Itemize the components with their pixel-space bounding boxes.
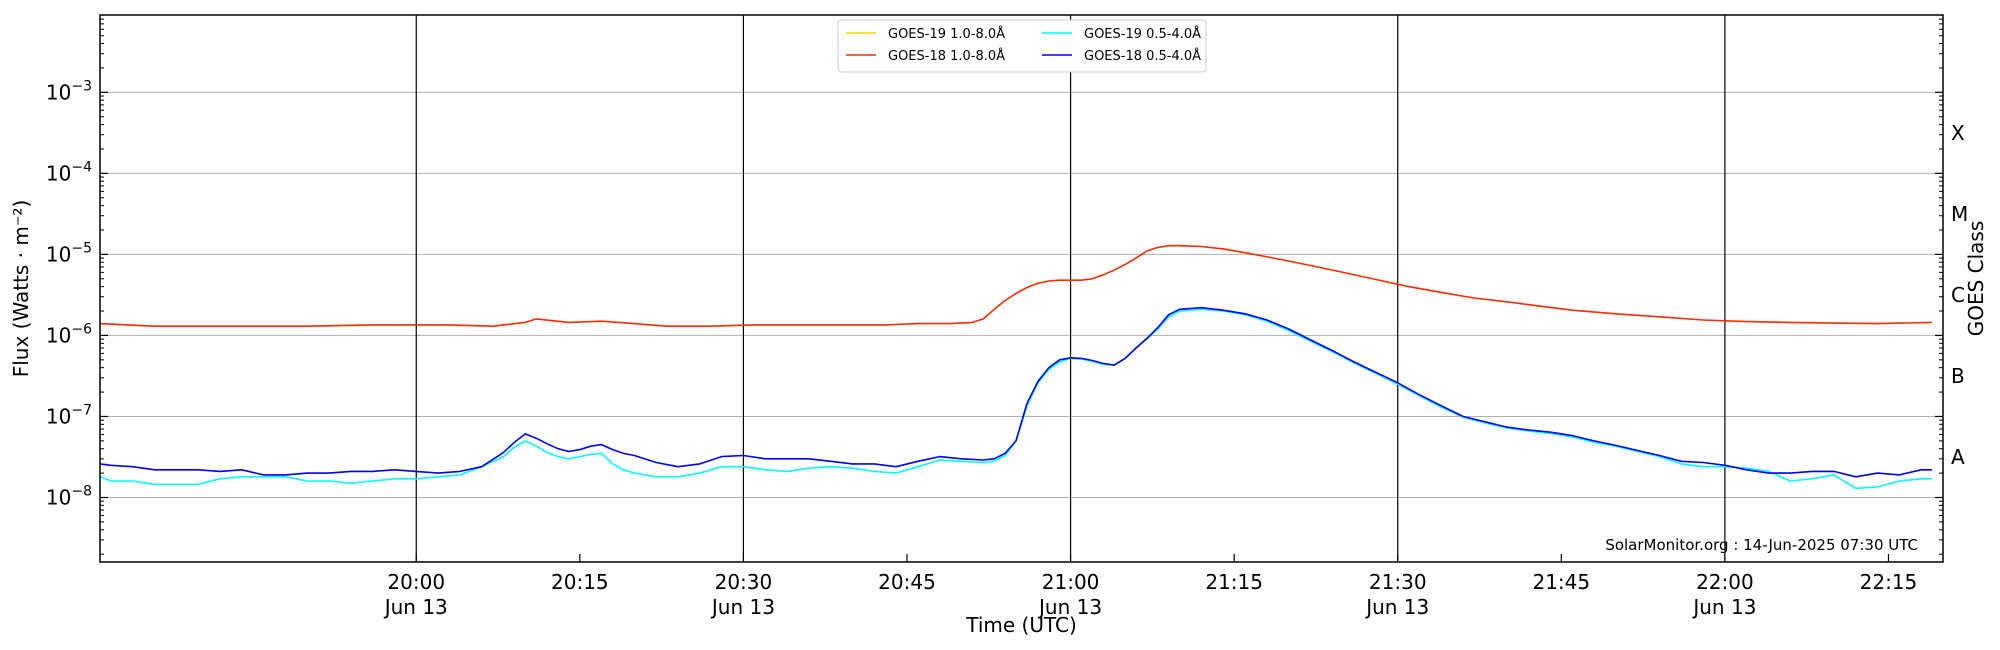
x-tick-date-label: Jun 13 [710,595,775,619]
series-lines [99,244,1933,490]
series-line-3 [99,306,1933,478]
y-tick-label: 10−3 [46,78,92,104]
x-tick-time-label: 21:45 [1532,570,1590,594]
goes-class-label: X [1951,121,1965,145]
x-tick-time-label: 20:00 [387,570,445,594]
goes-class-label: A [1951,445,1965,469]
x-tick-time-label: 22:15 [1860,570,1918,594]
goes-class-label: M [1951,202,1968,226]
x-tick-date-label: Jun 13 [1364,595,1429,619]
y-tick-label: 10−4 [46,159,92,185]
legend-label: GOES-19 1.0-8.0Å [888,26,1005,42]
x-tick-time-label: 21:00 [1042,570,1100,594]
goes-class-label: B [1951,364,1965,388]
legend-label: GOES-18 1.0-8.0Å [888,48,1005,64]
legend: GOES-19 1.0-8.0Å GOES-18 1.0-8.0Å GOES-19 … [837,19,1207,73]
x-tick-date-label: Jun 13 [383,595,448,619]
x-tick-time-label: 21:15 [1205,570,1263,594]
goes-class-label: C [1951,283,1965,307]
x-axis-label: Time (UTC) [965,613,1077,637]
y-tick-label: 10−6 [46,321,92,347]
x-tick-time-label: 20:30 [715,570,773,594]
y2-axis-label: GOES Class [1964,221,1988,337]
y-tick-label: 10−7 [46,402,92,428]
x-tick-date-label: Jun 13 [1037,595,1102,619]
x-tick-time-label: 20:45 [878,570,936,594]
plot-frame [99,14,1944,563]
x-tick-time-label: 20:15 [551,570,609,594]
x-tick-time-label: 21:30 [1369,570,1427,594]
series-line-1 [99,244,1933,328]
x-tick-time-label: 22:00 [1696,570,1754,594]
legend-box [837,19,1207,73]
grid-lines [100,15,1943,562]
y-tick-label: 10−5 [46,240,92,266]
legend-label: GOES-18 0.5-4.0Å [1084,48,1201,64]
x-tick-date-label: Jun 13 [1691,595,1756,619]
legend-label: GOES-19 0.5-4.0Å [1084,26,1201,42]
y-axis-label: Flux (Watts · m⁻²) [9,200,33,378]
y-tick-label: 10−8 [46,484,92,510]
credit-text: SolarMonitor.org : 14-Jun-2025 07:30 UTC [1605,536,1918,554]
